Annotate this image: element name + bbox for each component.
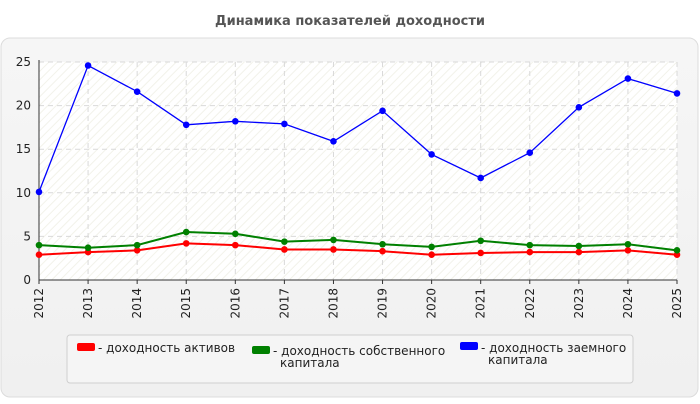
legend-swatch-assets xyxy=(77,343,95,351)
x-tick-label: 2014 xyxy=(130,288,144,319)
y-tick-label: 20 xyxy=(16,99,31,113)
x-tick-label: 2019 xyxy=(376,288,390,319)
series-line-debt xyxy=(38,64,678,193)
y-tick-label: 0 xyxy=(23,273,31,287)
data-point-equity xyxy=(526,241,534,249)
data-point-assets xyxy=(182,240,190,247)
y-tick-label: 15 xyxy=(16,142,31,156)
chart-title: Динамика показателей доходности xyxy=(215,14,485,29)
data-point-debt xyxy=(84,62,92,69)
legend-label-equity-line2: капитала xyxy=(280,356,340,370)
data-point-assets xyxy=(526,248,534,256)
x-tick-label: 2013 xyxy=(81,288,95,319)
data-point-equity xyxy=(133,241,141,249)
legend-label-assets: - доходность активов xyxy=(98,341,235,355)
data-point-debt xyxy=(673,90,681,97)
x-tick-label: 2020 xyxy=(425,288,439,319)
data-point-equity xyxy=(330,236,337,244)
data-point-assets xyxy=(428,251,435,259)
y-tick-label: 5 xyxy=(23,229,31,243)
x-tick-label: 2023 xyxy=(572,288,586,319)
data-point-assets xyxy=(35,251,43,259)
legend-label-equity-line1: - доходность собственного xyxy=(273,344,445,358)
legend-swatch-equity xyxy=(252,346,270,354)
data-point-assets xyxy=(379,247,386,255)
data-point-debt xyxy=(330,138,337,145)
series xyxy=(35,62,681,259)
legend-label-debt-line1: - доходность заемного xyxy=(481,341,626,355)
data-point-assets xyxy=(624,247,632,254)
x-tick-labels: 2012 2013 2014 2015 2016 2017 2018 2019 2020 2021… xyxy=(32,288,684,319)
series-line-assets xyxy=(38,242,678,256)
data-point-assets xyxy=(477,249,484,257)
data-point-debt xyxy=(624,75,632,82)
y-tick-label: 25 xyxy=(16,55,31,69)
x-tick-label: 2024 xyxy=(621,288,635,319)
data-point-assets xyxy=(281,246,288,253)
legend-box xyxy=(66,334,634,384)
data-point-equity xyxy=(624,240,632,248)
x-tick-label: 2016 xyxy=(228,288,242,319)
legend-swatch-debt xyxy=(460,342,478,350)
data-point-assets xyxy=(133,247,141,254)
legend: - доходность активов - доходность собств… xyxy=(66,334,634,384)
data-point-equity xyxy=(182,228,190,236)
legend-label-debt-line2: капитала xyxy=(488,353,548,367)
data-point-debt xyxy=(133,88,141,95)
x-tick-label: 2015 xyxy=(179,288,193,319)
data-point-debt xyxy=(281,120,288,128)
data-point-equity xyxy=(575,242,583,250)
x-tick-label: 2021 xyxy=(474,288,488,319)
series-line-equity xyxy=(38,230,678,252)
x-tick-label: 2022 xyxy=(523,288,537,319)
data-point-debt xyxy=(477,174,484,182)
data-point-equity xyxy=(35,241,43,249)
data-point-debt xyxy=(575,104,583,111)
data-point-assets xyxy=(575,248,583,256)
y-tick-labels: 0 5 10 15 20 25 xyxy=(16,55,31,287)
data-point-equity xyxy=(428,243,435,251)
data-point-debt xyxy=(428,151,435,158)
data-point-assets xyxy=(330,246,337,253)
x-tick-label: 2012 xyxy=(32,288,46,319)
x-tick-label: 2018 xyxy=(326,288,340,319)
data-point-equity xyxy=(477,237,484,245)
data-point-debt xyxy=(182,121,190,129)
data-point-equity xyxy=(673,247,681,254)
data-point-debt xyxy=(379,107,386,115)
x-tick-label: 2025 xyxy=(670,288,684,319)
data-point-debt xyxy=(232,117,239,125)
x-tick-label: 2017 xyxy=(277,288,291,319)
data-point-debt xyxy=(35,188,43,196)
data-point-equity xyxy=(232,230,239,238)
data-point-debt xyxy=(526,149,534,156)
data-point-assets xyxy=(232,241,239,249)
y-tick-label: 10 xyxy=(16,186,31,200)
data-point-equity xyxy=(84,244,92,252)
data-point-equity xyxy=(281,238,288,245)
data-point-equity xyxy=(379,240,386,248)
